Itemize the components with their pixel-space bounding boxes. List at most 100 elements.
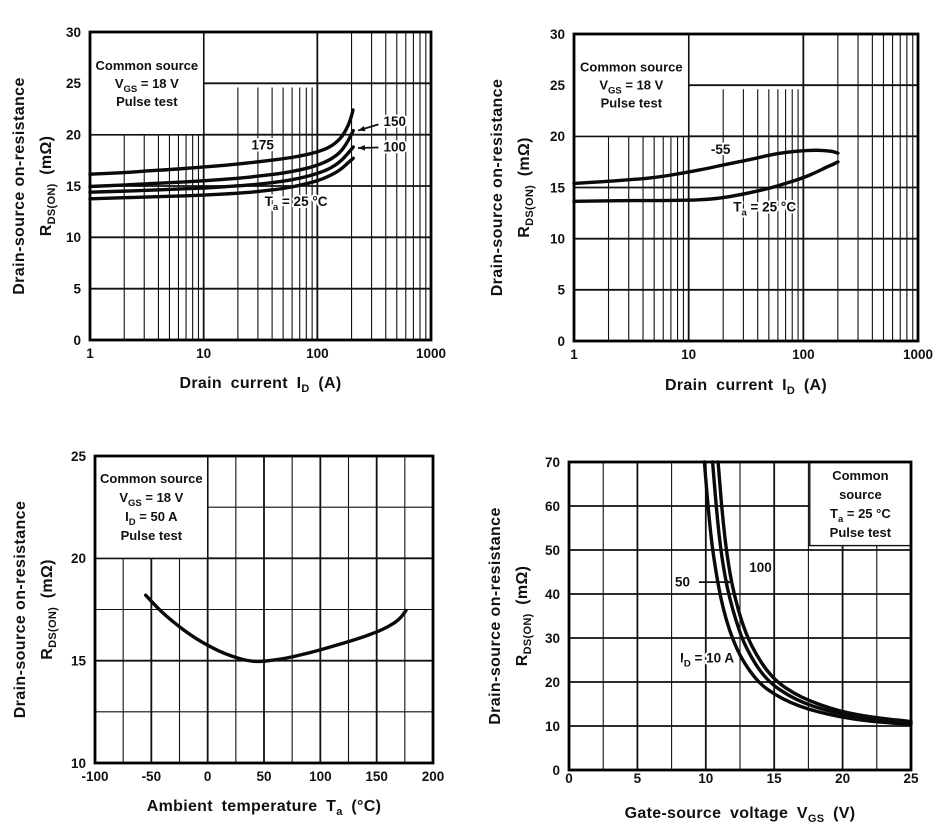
x-tick-label: 0 (565, 771, 573, 786)
y-tick-label: 15 (71, 653, 87, 668)
plot-border (88, 30, 433, 342)
x-tick-label: 1 (570, 347, 578, 362)
test-conditions-box-rect (94, 455, 209, 560)
test-conditions-line: Pulse test (601, 96, 663, 111)
y-axis-title-line2: RDS(ON) (mΩ) (38, 136, 58, 236)
curve-100 (88, 145, 355, 194)
y-axis-title-line2-text: RDS(ON) (mΩ) (516, 137, 536, 237)
curve-label-50: 50 (673, 573, 732, 592)
x-tick-label: 1000 (416, 346, 446, 361)
curve-175 (88, 108, 355, 176)
curve-label-ta-25: Ta = 25 °C (263, 192, 330, 215)
x-tick-label: 0 (204, 769, 212, 784)
test-conditions-line: Pulse test (116, 94, 178, 109)
x-tick-label: 150 (365, 769, 388, 784)
curve-10 (702, 460, 913, 726)
curve-label-text: -55 (711, 142, 731, 157)
curve-label-id-10a: ID = 10 A (678, 648, 736, 671)
x-tick-label: 10 (681, 347, 696, 362)
y-tick-label: 15 (550, 180, 566, 195)
plot-border (93, 454, 435, 765)
x-tick-label: 1 (86, 346, 94, 361)
x-tick-label: -50 (142, 769, 162, 784)
curve-label-175: 175 (249, 135, 276, 154)
test-conditions-line: VGS = 18 V (115, 76, 179, 95)
y-tick-label: 15 (66, 179, 82, 194)
y-tick-label: 30 (545, 631, 560, 646)
y-tick-label: 25 (66, 76, 82, 91)
test-conditions-line: VGS = 18 V (119, 490, 183, 509)
x-axis-title: Drain current ID (A) (665, 377, 827, 397)
y-tick-label: 40 (545, 587, 560, 602)
curve-label-text: 100 (749, 560, 772, 575)
curve--55 (572, 148, 840, 186)
curve-rdson (144, 593, 408, 664)
x-tick-label: 25 (903, 771, 919, 786)
curve-label-text: Ta = 25 °C (733, 199, 796, 218)
x-tick-label: 15 (767, 771, 783, 786)
x-tick-label: -100 (81, 769, 108, 784)
axis-tick-labels: 1 10 100 1000 0 5 10 15 20 25 30 (66, 25, 446, 361)
curve-label--55: -55 (709, 140, 733, 159)
test-conditions-line: Pulse test (121, 528, 183, 543)
x-axis-title: Gate-source voltage VGS (V) (625, 805, 856, 825)
y-tick-label: 20 (550, 129, 565, 144)
test-conditions-line: VGS = 18 V (599, 78, 663, 97)
y-tick-label: 20 (71, 551, 86, 566)
y-axis-title-line2-text: RDS(ON) (mΩ) (39, 559, 59, 659)
y-tick-label: 10 (545, 719, 560, 734)
curve-label-150: 150 (357, 112, 408, 132)
x-axis-title: Ambient temperature Ta (°C) (147, 798, 381, 818)
curve-label-text: 50 (675, 575, 690, 590)
test-conditions-line: source (839, 487, 882, 502)
curve-label-text: 100 (384, 139, 407, 154)
curve-25 (572, 160, 840, 203)
curve-100 (716, 460, 913, 724)
y-tick-label: 10 (71, 756, 86, 771)
y-tick-label: 30 (66, 25, 81, 40)
y-tick-label: 5 (557, 283, 565, 298)
x-tick-label: 100 (306, 346, 329, 361)
series-group (144, 593, 408, 664)
curve-50 (710, 460, 913, 725)
x-tick-label: 50 (256, 769, 271, 784)
curve-label-ta-25: Ta = 25 °C (731, 197, 798, 220)
y-tick-label: 70 (545, 455, 560, 470)
y-axis-title-line2-text: RDS(ON) (mΩ) (514, 566, 534, 666)
x-tick-label: 1000 (903, 347, 933, 362)
series-group (702, 460, 913, 726)
x-tick-label: 20 (835, 771, 850, 786)
y-tick-label: 20 (545, 675, 560, 690)
curve-label-text: 150 (384, 114, 407, 129)
plot-border (567, 460, 913, 772)
curve-label-100: 100 (357, 137, 408, 156)
y-tick-label: 20 (66, 127, 81, 142)
y-axis-title-line1: Drain-source on-resistance (11, 77, 28, 295)
y-tick-label: 0 (73, 333, 81, 348)
y-axis-title-line1: Drain-source on-resistance (487, 507, 504, 725)
x-tick-label: 200 (422, 769, 445, 784)
y-tick-label: 10 (66, 230, 81, 245)
x-axis-title: Drain current ID (A) (180, 375, 342, 395)
test-conditions-line: Common source (96, 58, 199, 73)
curve-label-100: 100 (747, 558, 774, 577)
y-tick-label: 0 (557, 334, 565, 349)
axis-tick-labels: -100 -50 0 50 100 150 200 10 15 20 25 (71, 449, 444, 784)
y-axis-title-line2-text: RDS(ON) (mΩ) (38, 136, 58, 236)
test-conditions-line: ID = 50 A (125, 509, 178, 528)
test-conditions-line: Common (832, 468, 888, 483)
test-conditions-line: Common source (580, 60, 683, 75)
label-arrow-head-icon (724, 579, 732, 585)
x-tick-label: 10 (196, 346, 211, 361)
curve-150 (88, 128, 355, 189)
axis-tick-labels: 0 5 10 15 20 25 0 10 20 30 40 50 60 70 (545, 455, 919, 786)
